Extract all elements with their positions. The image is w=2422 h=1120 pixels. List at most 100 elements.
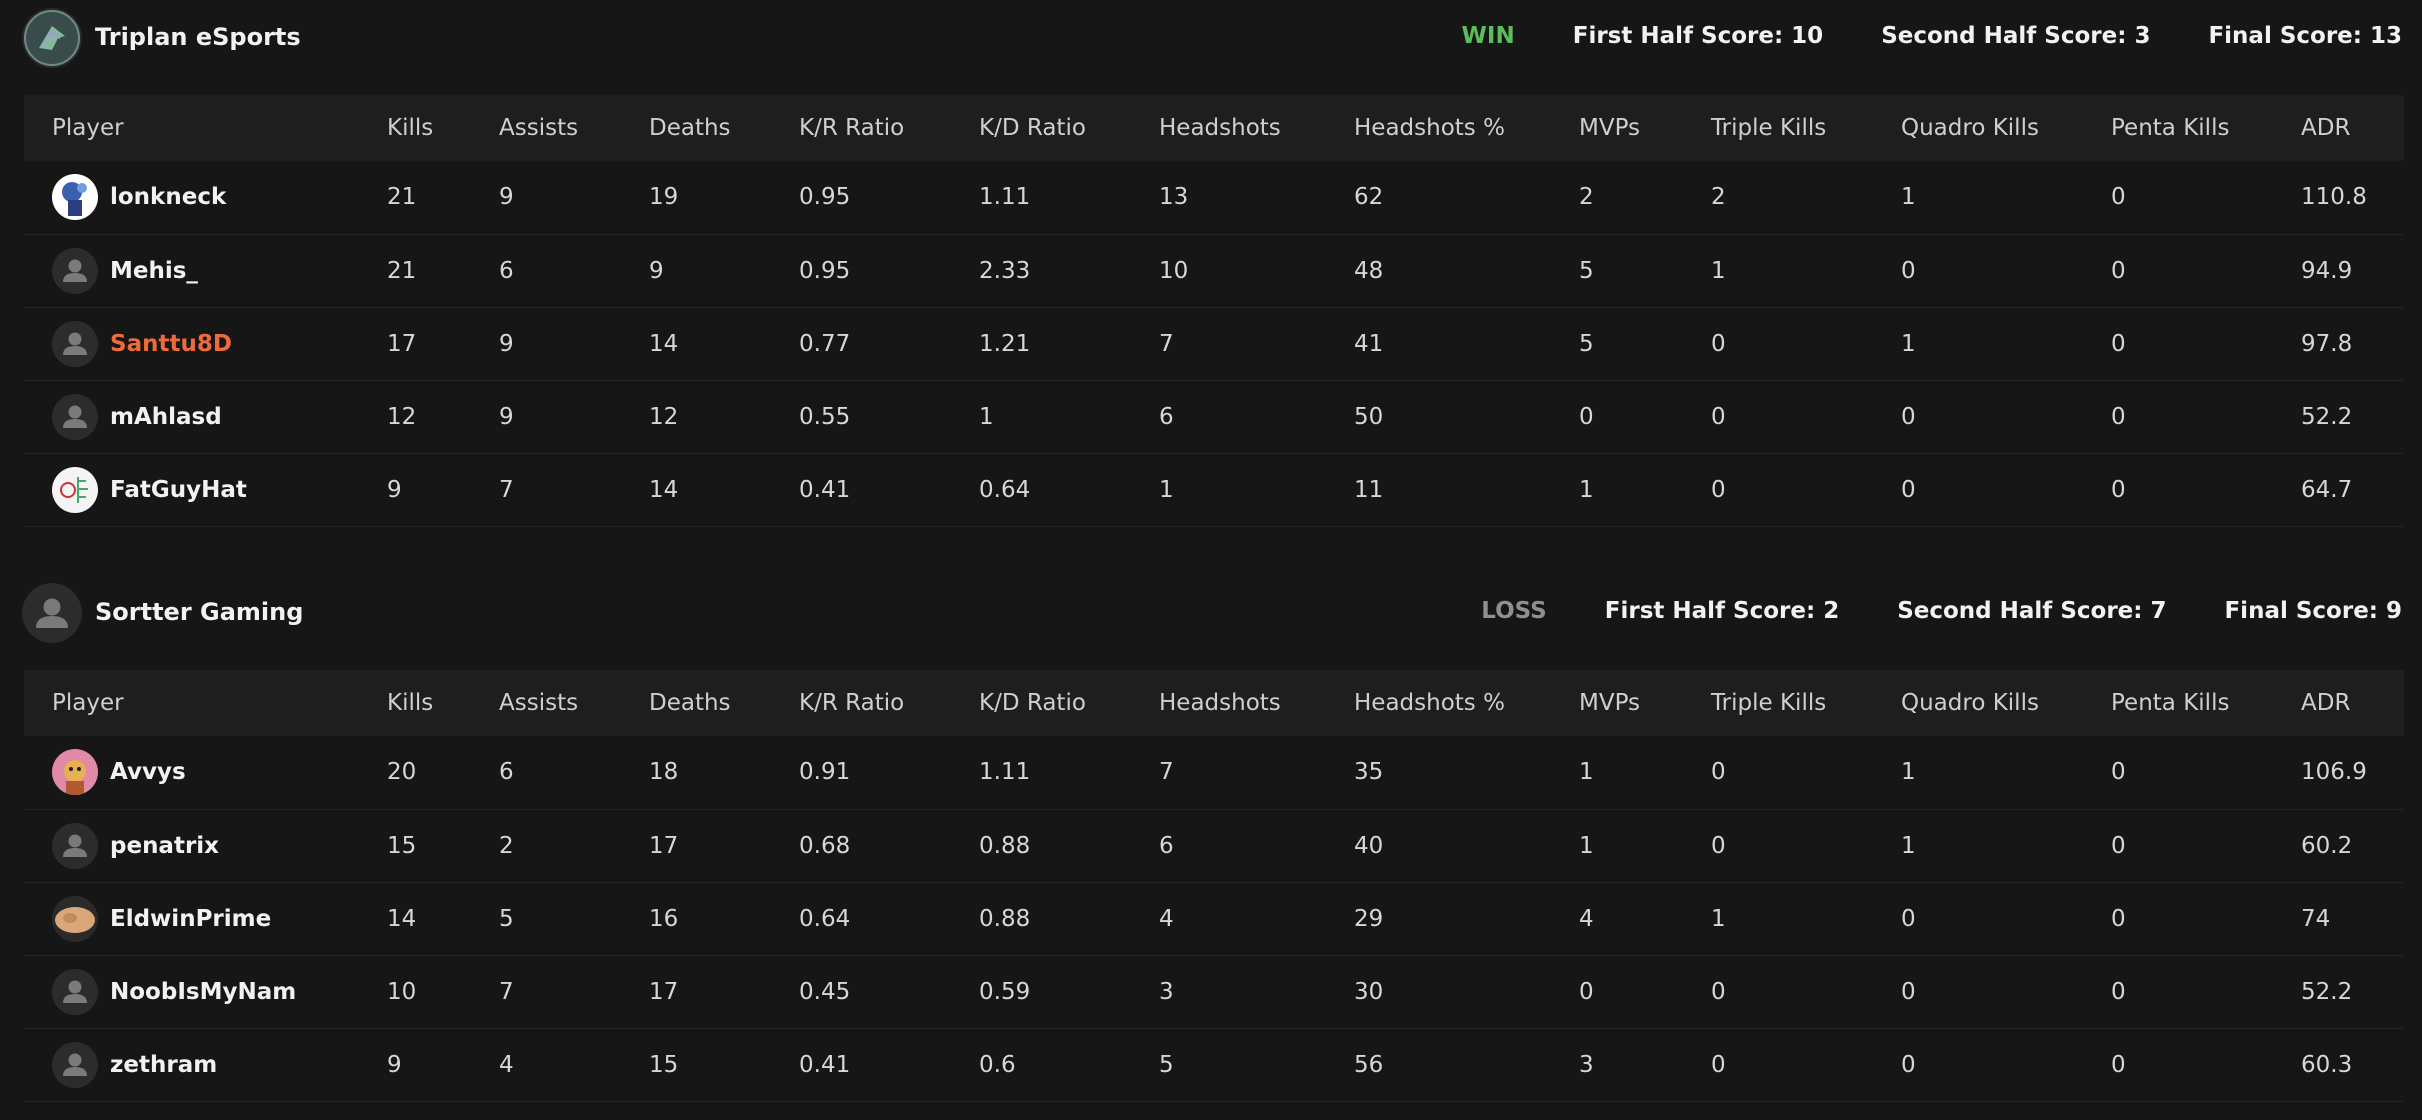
stat-cell-mvps: 2: [1579, 184, 1594, 211]
player-name-link[interactable]: penatrix: [110, 832, 220, 859]
player-cell: FatGuyHat: [24, 453, 359, 526]
player-name-link[interactable]: lonkneck: [110, 184, 227, 211]
column-header-quadro-kills[interactable]: Quadro Kills: [1901, 115, 2039, 141]
table-row: penatrix 15 2 17 0.68 0.88 6 40 1 0 1 0 60.2: [24, 809, 2404, 882]
column-header-penta-kills[interactable]: Penta Kills: [2111, 115, 2230, 141]
stat-cell-headshots: 35: [1354, 759, 1384, 786]
player-name-link[interactable]: Avvys: [110, 759, 186, 786]
stat-cell-headshots: 1: [1159, 476, 1174, 503]
column-header-triple-kills[interactable]: Triple Kills: [1711, 115, 1827, 141]
player-name-link[interactable]: FatGuyHat: [110, 476, 247, 503]
stat-cell-penta-kills: 0: [2111, 403, 2126, 430]
team-header: Triplan eSports WIN First Half Score: 10 Se…: [0, 0, 2422, 76]
stat-cell-deaths: 9: [649, 257, 664, 284]
column-header-penta-kills[interactable]: Penta Kills: [2111, 690, 2230, 716]
stat-cell-quadro-kills: 1: [1901, 184, 1916, 211]
player-cell: EldwinPrime: [24, 882, 359, 955]
stat-cell-deaths: 15: [649, 1051, 679, 1078]
column-header-adr[interactable]: ADR: [2301, 115, 2351, 141]
stat-cell-k-d-ratio: 0.88: [979, 905, 1031, 932]
player-name-link[interactable]: EldwinPrime: [110, 905, 272, 932]
default-avatar-icon[interactable]: [52, 393, 98, 440]
stat-cell-kills: 17: [387, 330, 417, 357]
player-avatar[interactable]: [52, 466, 98, 513]
stat-cell-k-r-ratio: 0.95: [799, 184, 851, 211]
column-header-headshots[interactable]: Headshots %: [1354, 690, 1505, 716]
stat-cell-deaths: 19: [649, 184, 679, 211]
stat-cell-headshots: 10: [1159, 257, 1189, 284]
player-name-link[interactable]: zethram: [110, 1051, 218, 1078]
stat-cell-penta-kills: 0: [2111, 759, 2126, 786]
stat-cell-headshots: 48: [1354, 257, 1384, 284]
stat-cell-k-d-ratio: 1.11: [979, 184, 1031, 211]
stat-cell-quadro-kills: 0: [1901, 257, 1916, 284]
default-avatar-icon[interactable]: [52, 247, 98, 294]
column-header-player[interactable]: Player: [52, 690, 124, 716]
column-header-headshots[interactable]: Headshots: [1159, 690, 1281, 716]
team-logo-icon[interactable]: [22, 583, 82, 643]
stat-cell-k-d-ratio: 2.33: [979, 257, 1031, 284]
stat-cell-deaths: 18: [649, 759, 679, 786]
stat-cell-triple-kills: 0: [1711, 1051, 1726, 1078]
player-avatar[interactable]: [52, 895, 98, 942]
column-header-headshots[interactable]: Headshots %: [1354, 115, 1505, 141]
column-header-player[interactable]: Player: [52, 115, 124, 141]
team-name[interactable]: Sortter Gaming: [95, 598, 304, 626]
column-header-k-r-ratio[interactable]: K/R Ratio: [799, 690, 905, 716]
stat-cell-quadro-kills: 0: [1901, 403, 1916, 430]
default-avatar-icon[interactable]: [52, 822, 98, 869]
stat-cell-headshots: 7: [1159, 759, 1174, 786]
default-avatar-icon[interactable]: [52, 968, 98, 1015]
stat-cell-assists: 4: [499, 1051, 514, 1078]
column-header-quadro-kills[interactable]: Quadro Kills: [1901, 690, 2039, 716]
player-name-link[interactable]: NoobIsMyNam: [110, 978, 297, 1005]
stat-cell-quadro-kills: 1: [1901, 330, 1916, 357]
match-result-badge: WIN: [1461, 23, 1515, 49]
column-header-headshots[interactable]: Headshots: [1159, 115, 1281, 141]
player-name-link[interactable]: mAhlasd: [110, 403, 222, 430]
player-name-link[interactable]: Mehis_: [110, 257, 198, 284]
player-name-link[interactable]: Santtu8D: [110, 330, 232, 357]
stat-cell-assists: 6: [499, 759, 514, 786]
player-cell: Santtu8D: [24, 307, 359, 380]
team-score-summary: LOSS First Half Score: 2 Second Half Score…: [1481, 598, 2402, 624]
stat-cell-headshots: 6: [1159, 403, 1174, 430]
stat-cell-k-d-ratio: 0.88: [979, 832, 1031, 859]
default-avatar-icon[interactable]: [52, 320, 98, 367]
column-header-assists[interactable]: Assists: [499, 115, 579, 141]
column-header-mvps[interactable]: MVPs: [1579, 115, 1641, 141]
stat-cell-adr: 94.9: [2301, 257, 2353, 284]
stat-cell-kills: 9: [387, 1051, 402, 1078]
stat-cell-adr: 60.3: [2301, 1051, 2353, 1078]
column-header-triple-kills[interactable]: Triple Kills: [1711, 690, 1827, 716]
column-header-deaths[interactable]: Deaths: [649, 115, 731, 141]
column-header-k-d-ratio[interactable]: K/D Ratio: [979, 690, 1086, 716]
stat-cell-k-r-ratio: 0.64: [799, 905, 851, 932]
player-avatar[interactable]: [52, 174, 98, 221]
team-name[interactable]: Triplan eSports: [95, 23, 301, 51]
column-header-k-d-ratio[interactable]: K/D Ratio: [979, 115, 1086, 141]
stat-cell-penta-kills: 0: [2111, 184, 2126, 211]
stat-cell-triple-kills: 1: [1711, 905, 1726, 932]
player-avatar[interactable]: [52, 749, 98, 796]
column-header-kills[interactable]: Kills: [387, 115, 434, 141]
stat-cell-mvps: 5: [1579, 257, 1594, 284]
stat-cell-penta-kills: 0: [2111, 1051, 2126, 1078]
table-row: Santtu8D 17 9 14 0.77 1.21 7 41 5 0 1 0 97.8: [24, 307, 2404, 380]
stat-cell-k-r-ratio: 0.68: [799, 832, 851, 859]
stat-cell-k-d-ratio: 0.6: [979, 1051, 1016, 1078]
stat-cell-k-d-ratio: 0.59: [979, 978, 1031, 1005]
default-avatar-icon[interactable]: [52, 1041, 98, 1088]
column-header-deaths[interactable]: Deaths: [649, 690, 731, 716]
column-header-kills[interactable]: Kills: [387, 690, 434, 716]
stat-cell-quadro-kills: 0: [1901, 978, 1916, 1005]
team-logo-icon[interactable]: [22, 8, 82, 68]
table-row: Mehis_ 21 6 9 0.95 2.33 10 48 5 1 0 0 94.9: [24, 234, 2404, 307]
stat-cell-k-r-ratio: 0.95: [799, 257, 851, 284]
column-header-adr[interactable]: ADR: [2301, 690, 2351, 716]
stat-cell-adr: 60.2: [2301, 832, 2353, 859]
column-header-assists[interactable]: Assists: [499, 690, 579, 716]
column-header-mvps[interactable]: MVPs: [1579, 690, 1641, 716]
stat-cell-headshots: 62: [1354, 184, 1384, 211]
column-header-k-r-ratio[interactable]: K/R Ratio: [799, 115, 905, 141]
